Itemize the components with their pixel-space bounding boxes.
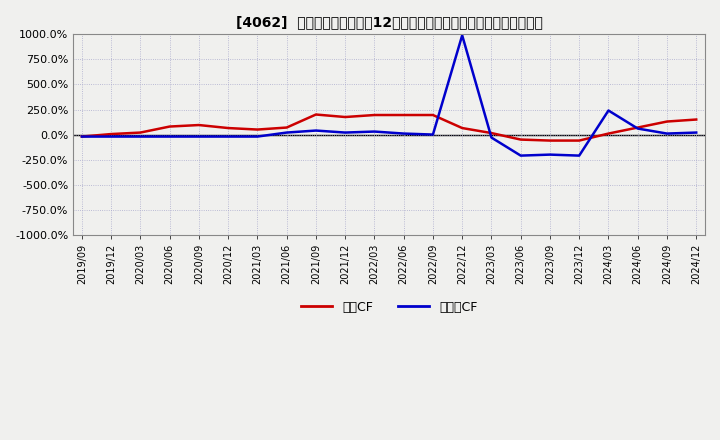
フリーCF — [166, 134, 174, 139]
フリーCF — [692, 130, 701, 135]
営業CF — [107, 132, 115, 137]
フリーCF — [224, 134, 233, 139]
フリーCF — [575, 153, 583, 158]
営業CF — [370, 112, 379, 117]
フリーCF — [604, 108, 613, 113]
フリーCF — [107, 134, 115, 139]
フリーCF — [546, 152, 554, 157]
営業CF — [253, 127, 262, 132]
営業CF — [282, 125, 291, 130]
フリーCF — [341, 130, 349, 135]
フリーCF — [428, 132, 437, 137]
フリーCF — [282, 130, 291, 135]
営業CF — [458, 125, 467, 131]
Line: 営業CF: 営業CF — [82, 114, 696, 140]
営業CF — [692, 117, 701, 122]
営業CF — [487, 130, 496, 136]
フリーCF — [458, 33, 467, 38]
営業CF — [224, 125, 233, 131]
フリーCF — [253, 134, 262, 139]
フリーCF — [634, 126, 642, 131]
営業CF — [194, 122, 203, 128]
フリーCF — [78, 134, 86, 139]
フリーCF — [136, 134, 145, 139]
営業CF — [78, 134, 86, 139]
フリーCF — [194, 134, 203, 139]
フリーCF — [487, 135, 496, 140]
フリーCF — [370, 129, 379, 134]
フリーCF — [400, 131, 408, 136]
営業CF — [428, 112, 437, 117]
フリーCF — [662, 131, 671, 136]
Legend: 営業CF, フリーCF: 営業CF, フリーCF — [296, 296, 482, 319]
フリーCF — [516, 153, 525, 158]
営業CF — [400, 112, 408, 117]
フリーCF — [312, 128, 320, 133]
営業CF — [604, 131, 613, 136]
営業CF — [166, 124, 174, 129]
Title: [4062]  キャッシュフローの12か月移動合計の対前年同期増減率の推移: [4062] キャッシュフローの12か月移動合計の対前年同期増減率の推移 — [235, 15, 542, 29]
営業CF — [662, 119, 671, 124]
営業CF — [546, 138, 554, 143]
Line: フリーCF: フリーCF — [82, 35, 696, 156]
営業CF — [341, 114, 349, 120]
営業CF — [634, 125, 642, 130]
営業CF — [516, 137, 525, 142]
営業CF — [575, 138, 583, 143]
営業CF — [312, 112, 320, 117]
営業CF — [136, 130, 145, 135]
